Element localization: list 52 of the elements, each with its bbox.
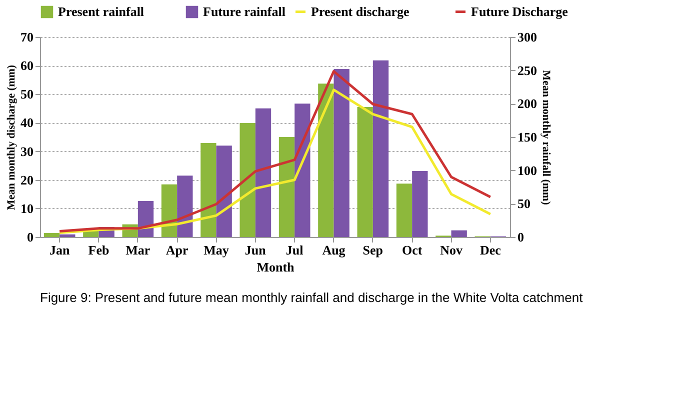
y2-tick-label: 300: [518, 30, 537, 44]
bar: [357, 107, 373, 237]
y2-tick-label: 150: [518, 130, 537, 144]
bar: [200, 143, 216, 237]
legend-label: Future rainfall: [203, 4, 286, 19]
x-tick-label: Feb: [88, 242, 110, 258]
y2-tick-label: 50: [518, 196, 530, 212]
y-tick-label: 30: [20, 144, 34, 159]
x-axis-title: Month: [256, 260, 296, 274]
y-tick-label: 40: [20, 115, 34, 130]
y-tick-label: 20: [20, 172, 34, 188]
x-tick-label: Jun: [244, 242, 267, 258]
bar: [177, 176, 193, 237]
bar: [44, 233, 60, 237]
bar: [294, 104, 310, 237]
y-axis-title: Mean monthly discharge (mm): [6, 64, 18, 210]
bar: [138, 201, 154, 237]
y-tick-label: 60: [20, 58, 34, 74]
bar: [216, 146, 232, 237]
y2-axis-title: Mean monthly rainfall (mm): [540, 70, 552, 206]
y2-tick-label: 100: [518, 162, 537, 178]
legend-label: Present rainfall: [58, 4, 144, 19]
bar: [412, 171, 428, 237]
x-tick-label: Oct: [402, 242, 423, 258]
y-tick-label: 70: [20, 30, 34, 44]
y2-tick-label: 200: [518, 96, 537, 112]
bar: [451, 230, 467, 237]
x-tick-label: Mar: [126, 242, 150, 258]
bar: [372, 60, 389, 237]
x-tick-label: Sep: [362, 242, 384, 258]
y-tick-label: 50: [20, 86, 34, 102]
bar: [396, 184, 412, 237]
caption: Figure 9: Present and future mean monthly rainfall and discharge in the White Volta catchment: [40, 290, 584, 305]
legend-label: Present discharge: [311, 4, 410, 19]
bar: [334, 69, 350, 237]
y2-tick-label: 0: [518, 230, 524, 244]
x-tick-label: Dec: [480, 242, 502, 258]
x-tick-label: Apr: [166, 242, 189, 258]
bar: [318, 84, 334, 237]
x-tick-label: Aug: [322, 242, 346, 258]
bar: [60, 234, 76, 237]
x-tick-label: May: [204, 242, 230, 258]
x-tick-label: Jan: [49, 242, 70, 258]
x-tick-label: Jul: [286, 242, 304, 258]
legend-label: Future Discharge: [471, 4, 568, 19]
bar: [278, 137, 295, 237]
bar: [255, 108, 272, 237]
y-tick-label: 10: [20, 200, 34, 216]
y2-tick-label: 250: [518, 62, 537, 78]
bar: [240, 123, 256, 237]
x-tick-label: Nov: [440, 242, 463, 258]
y-tick-label: 0: [27, 230, 34, 244]
